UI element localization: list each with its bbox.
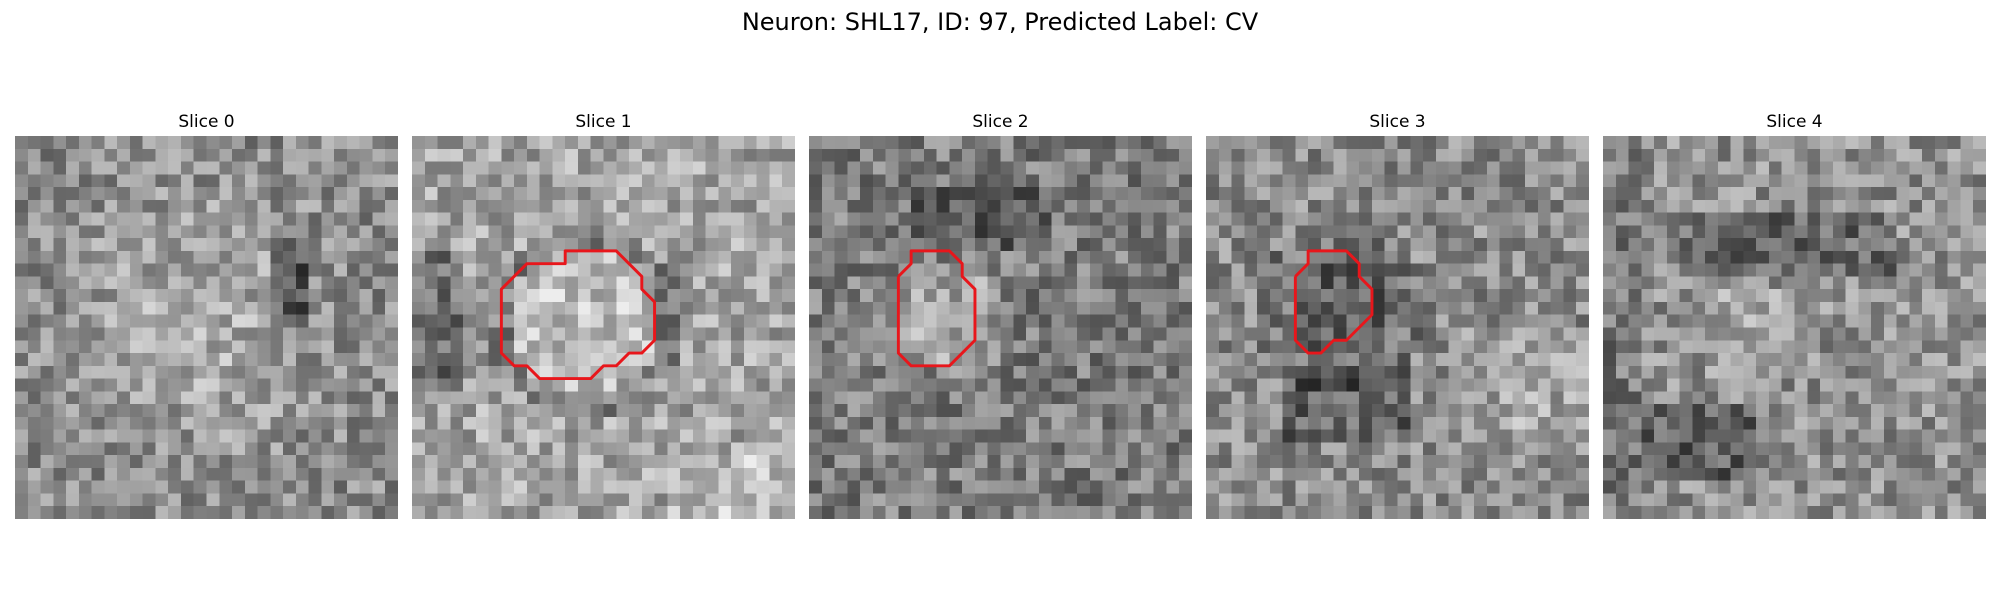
slice-image: [809, 136, 1192, 519]
roi-contour: [896, 249, 977, 368]
figure-title: Neuron: SHL17, ID: 97, Predicted Label: …: [741, 8, 1259, 36]
slice-image: [1603, 136, 1986, 519]
roi-contour: [1293, 249, 1374, 355]
slice-image: [15, 136, 398, 519]
slice-panel-1: Slice 1: [412, 108, 795, 519]
roi-contour: [499, 249, 657, 381]
slice-title: Slice 3: [1369, 112, 1426, 132]
slice-title: Slice 2: [972, 112, 1029, 132]
slice-title: Slice 4: [1766, 112, 1823, 132]
contour-line: [896, 249, 977, 368]
slice-image: [412, 136, 795, 519]
slice-image: [1206, 136, 1589, 519]
contour-line: [1293, 249, 1374, 355]
slice-panel-4: Slice 4: [1603, 108, 1986, 519]
contour-line: [499, 249, 657, 381]
slice-panel-2: Slice 2: [809, 108, 1192, 519]
slice-title: Slice 0: [178, 112, 235, 132]
slice-panel-3: Slice 3: [1206, 108, 1589, 519]
slice-title: Slice 1: [575, 112, 632, 132]
slice-panel-0: Slice 0: [15, 108, 398, 519]
